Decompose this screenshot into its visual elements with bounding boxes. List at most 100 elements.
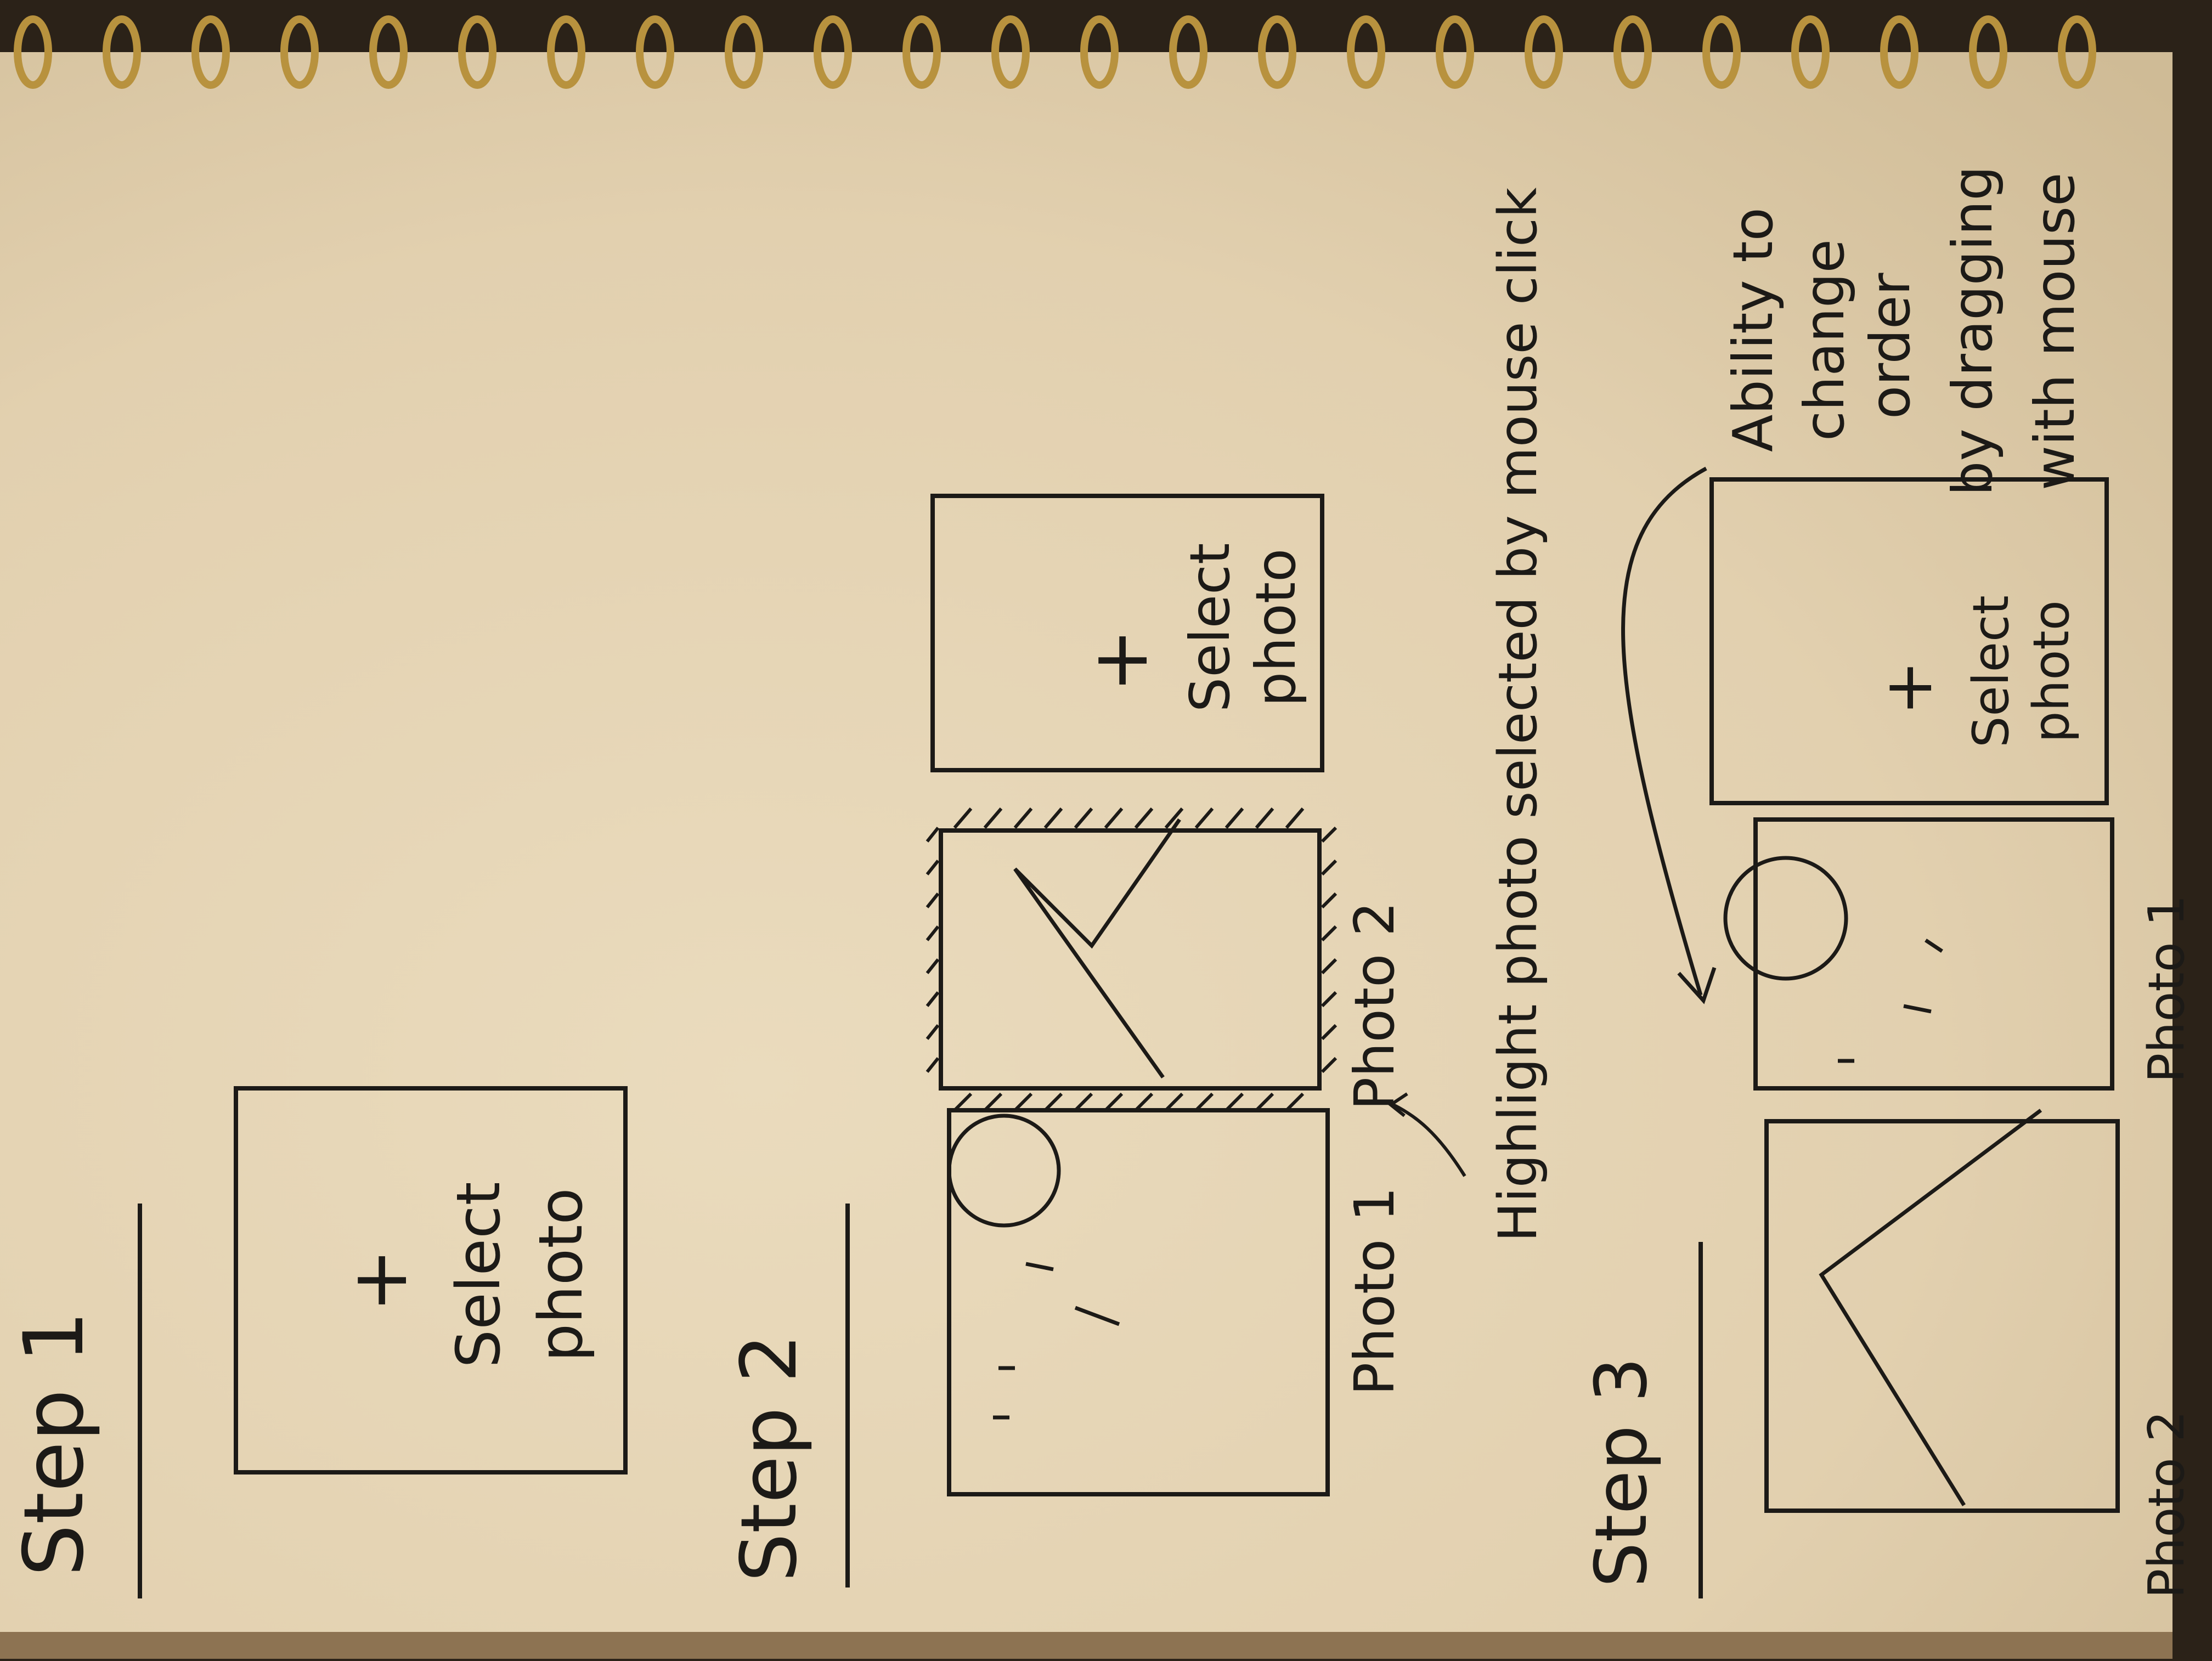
hatch-stroke xyxy=(1224,1092,1244,1112)
step-3-photo-1[interactable]: Photo 1 xyxy=(1723,817,2196,1091)
hatch-stroke xyxy=(1013,1092,1033,1112)
hatch-stroke xyxy=(926,991,940,1007)
spiral-ring xyxy=(636,15,674,89)
annotation-arrow xyxy=(1392,1103,1466,1177)
spiral-ring xyxy=(1080,15,1119,89)
hatch-stroke xyxy=(1321,925,1338,942)
hatch-stroke xyxy=(1104,807,1124,829)
spiral-ring xyxy=(280,15,319,89)
step-3-heading: Step 3 xyxy=(1579,1357,1663,1587)
spiral-ring xyxy=(2058,15,2096,89)
spiral-ring xyxy=(191,15,230,89)
select-label: Select xyxy=(443,1182,514,1368)
spiral-ring xyxy=(1613,15,1652,89)
hatch-stroke xyxy=(926,1057,940,1073)
hatch-stroke xyxy=(926,1024,940,1040)
hatch-stroke xyxy=(983,807,1003,829)
step-2-photo-1[interactable]: Photo 1 xyxy=(947,1108,1407,1496)
spiral-ring xyxy=(1169,15,1207,89)
hatch-stroke xyxy=(1194,807,1214,829)
hatch-stroke xyxy=(1321,859,1338,876)
sun-picture-icon xyxy=(947,1114,1120,1420)
spiral-ring xyxy=(1347,15,1385,89)
select-label: Select xyxy=(1962,595,2020,748)
hatch-stroke xyxy=(953,1092,973,1112)
hatch-stroke xyxy=(1285,807,1305,829)
hatch-stroke xyxy=(1134,1092,1154,1112)
notebook-page xyxy=(0,52,2172,1632)
hatch-stroke xyxy=(926,925,940,941)
svg-text:change: change xyxy=(1792,239,1857,441)
hatch-stroke xyxy=(926,958,940,974)
hatch-stroke xyxy=(1321,991,1338,1008)
hatch-stroke xyxy=(1013,807,1033,829)
spiral-ring xyxy=(1791,15,1830,89)
plus-icon: + xyxy=(1871,660,1947,716)
hatch-stroke xyxy=(1321,1024,1338,1041)
step-2-photo-2-highlighted[interactable]: Photo 2 xyxy=(926,807,1407,1112)
hatch-stroke xyxy=(1285,1092,1305,1112)
hatch-stroke xyxy=(926,892,940,908)
step-2-select-photo-slot[interactable]: + Select photo xyxy=(930,494,1324,772)
hatch-stroke xyxy=(1043,807,1063,829)
plus-icon: + xyxy=(1076,628,1165,692)
step-2-heading: Step 2 xyxy=(725,1334,814,1582)
hatch-stroke xyxy=(953,807,973,829)
spiral-binding xyxy=(14,15,2096,89)
select-label: Select xyxy=(1178,543,1242,713)
hatch-stroke xyxy=(1321,1057,1338,1074)
hatch-stroke xyxy=(1255,807,1274,829)
plus-icon: + xyxy=(335,1248,425,1312)
hatch-stroke xyxy=(1164,1092,1184,1112)
step-2: Step 2 Photo 1 xyxy=(725,187,1549,1587)
spiral-ring xyxy=(547,15,585,89)
spiral-ring xyxy=(1969,15,2007,89)
hatch-stroke xyxy=(1074,807,1093,829)
step-3-photo-2[interactable]: Photo 2 xyxy=(1764,1109,2196,1598)
spiral-ring xyxy=(103,15,141,89)
hatch-stroke xyxy=(1104,1092,1124,1112)
spiral-ring xyxy=(14,15,52,89)
spiral-ring xyxy=(1436,15,1474,89)
hatch-stroke xyxy=(1224,807,1244,829)
hatch-stroke xyxy=(926,827,940,843)
spiral-ring xyxy=(814,15,852,89)
svg-text:Ability to: Ability to xyxy=(1721,207,1785,452)
hatch-stroke xyxy=(1255,1092,1274,1112)
photo-caption: Photo 1 xyxy=(1342,1187,1407,1396)
photo-caption: Photo 2 xyxy=(2138,1410,2196,1598)
hatch-stroke xyxy=(1194,1092,1214,1112)
step-1-select-photo-slot[interactable]: + Select photo xyxy=(234,1086,628,1474)
hatch-stroke xyxy=(1321,826,1338,843)
hatch-stroke xyxy=(1134,807,1154,829)
spiral-ring xyxy=(1880,15,1918,89)
mountain-picture-icon xyxy=(1819,1109,2042,1506)
spiral-ring xyxy=(458,15,496,89)
highlight-hatching xyxy=(926,807,1338,1112)
drag-arrow xyxy=(1621,466,1707,996)
svg-text:order: order xyxy=(1858,272,1922,419)
photo-label: photo xyxy=(1244,549,1308,707)
svg-text:by dragging: by dragging xyxy=(1940,166,2005,496)
svg-text:with mouse: with mouse xyxy=(2023,172,2087,490)
photo-label: photo xyxy=(526,1188,596,1361)
hatch-stroke xyxy=(1074,1092,1093,1112)
step-2-annotation: Highlight photo selected by mouse click xyxy=(1487,187,1549,1242)
spiral-ring xyxy=(369,15,408,89)
mountain-picture-icon xyxy=(1013,818,1181,1079)
hatch-stroke xyxy=(1321,892,1338,909)
spiral-ring xyxy=(725,15,763,89)
hatch-stroke xyxy=(1043,1092,1063,1112)
spiral-ring xyxy=(902,15,941,89)
photo-label: photo xyxy=(2023,600,2080,743)
hatch-stroke xyxy=(1164,807,1184,829)
step-3: Step 3 Photo 2 Photo 1 xyxy=(1579,166,2196,1598)
step-3-select-photo-slot[interactable]: + Select photo xyxy=(1709,477,2109,805)
spiral-ring xyxy=(1702,15,1741,89)
spiral-ring xyxy=(991,15,1030,89)
photo-caption: Photo 2 xyxy=(1342,901,1407,1110)
hatch-stroke xyxy=(1321,958,1338,975)
sun-picture-icon xyxy=(1723,856,1943,1063)
hatch-stroke xyxy=(983,1092,1003,1112)
